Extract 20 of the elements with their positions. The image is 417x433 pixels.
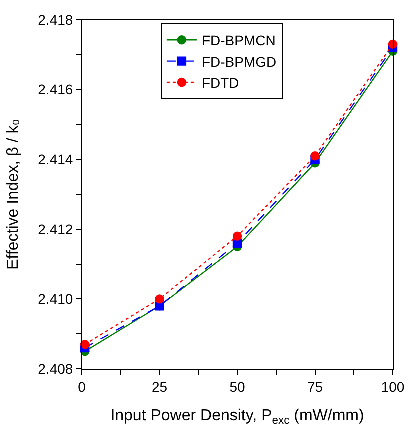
y-tick-label: 2.416 bbox=[38, 82, 74, 98]
y-tick-label: 2.418 bbox=[38, 12, 74, 28]
point bbox=[80, 340, 90, 350]
x-tick-label: 50 bbox=[230, 378, 246, 395]
y-tick-label: 2.414 bbox=[38, 152, 74, 168]
y-axis-title: Effective Index, β / k₀ bbox=[5, 119, 22, 270]
point bbox=[232, 232, 242, 241]
x-tick-label: 0 bbox=[78, 378, 86, 395]
legend-label: FDTD bbox=[202, 74, 240, 91]
x-tick-label: 75 bbox=[307, 378, 324, 395]
legend-label: FD-BPMGD bbox=[202, 54, 277, 70]
x-axis-title: Input Power Density, P$_{exc}$ (mW/mm) bbox=[110, 408, 364, 427]
point bbox=[155, 294, 164, 304]
y-tick-label: 2.412 bbox=[38, 221, 74, 238]
legend-label: FD-BPMCN bbox=[202, 32, 276, 49]
x-tick-label: 100 bbox=[381, 378, 405, 395]
x-tick-label: 25 bbox=[152, 378, 168, 395]
y-tick-label: 2.408 bbox=[38, 360, 74, 377]
point bbox=[310, 152, 320, 161]
y-tick-label: 2.410 bbox=[38, 291, 74, 308]
